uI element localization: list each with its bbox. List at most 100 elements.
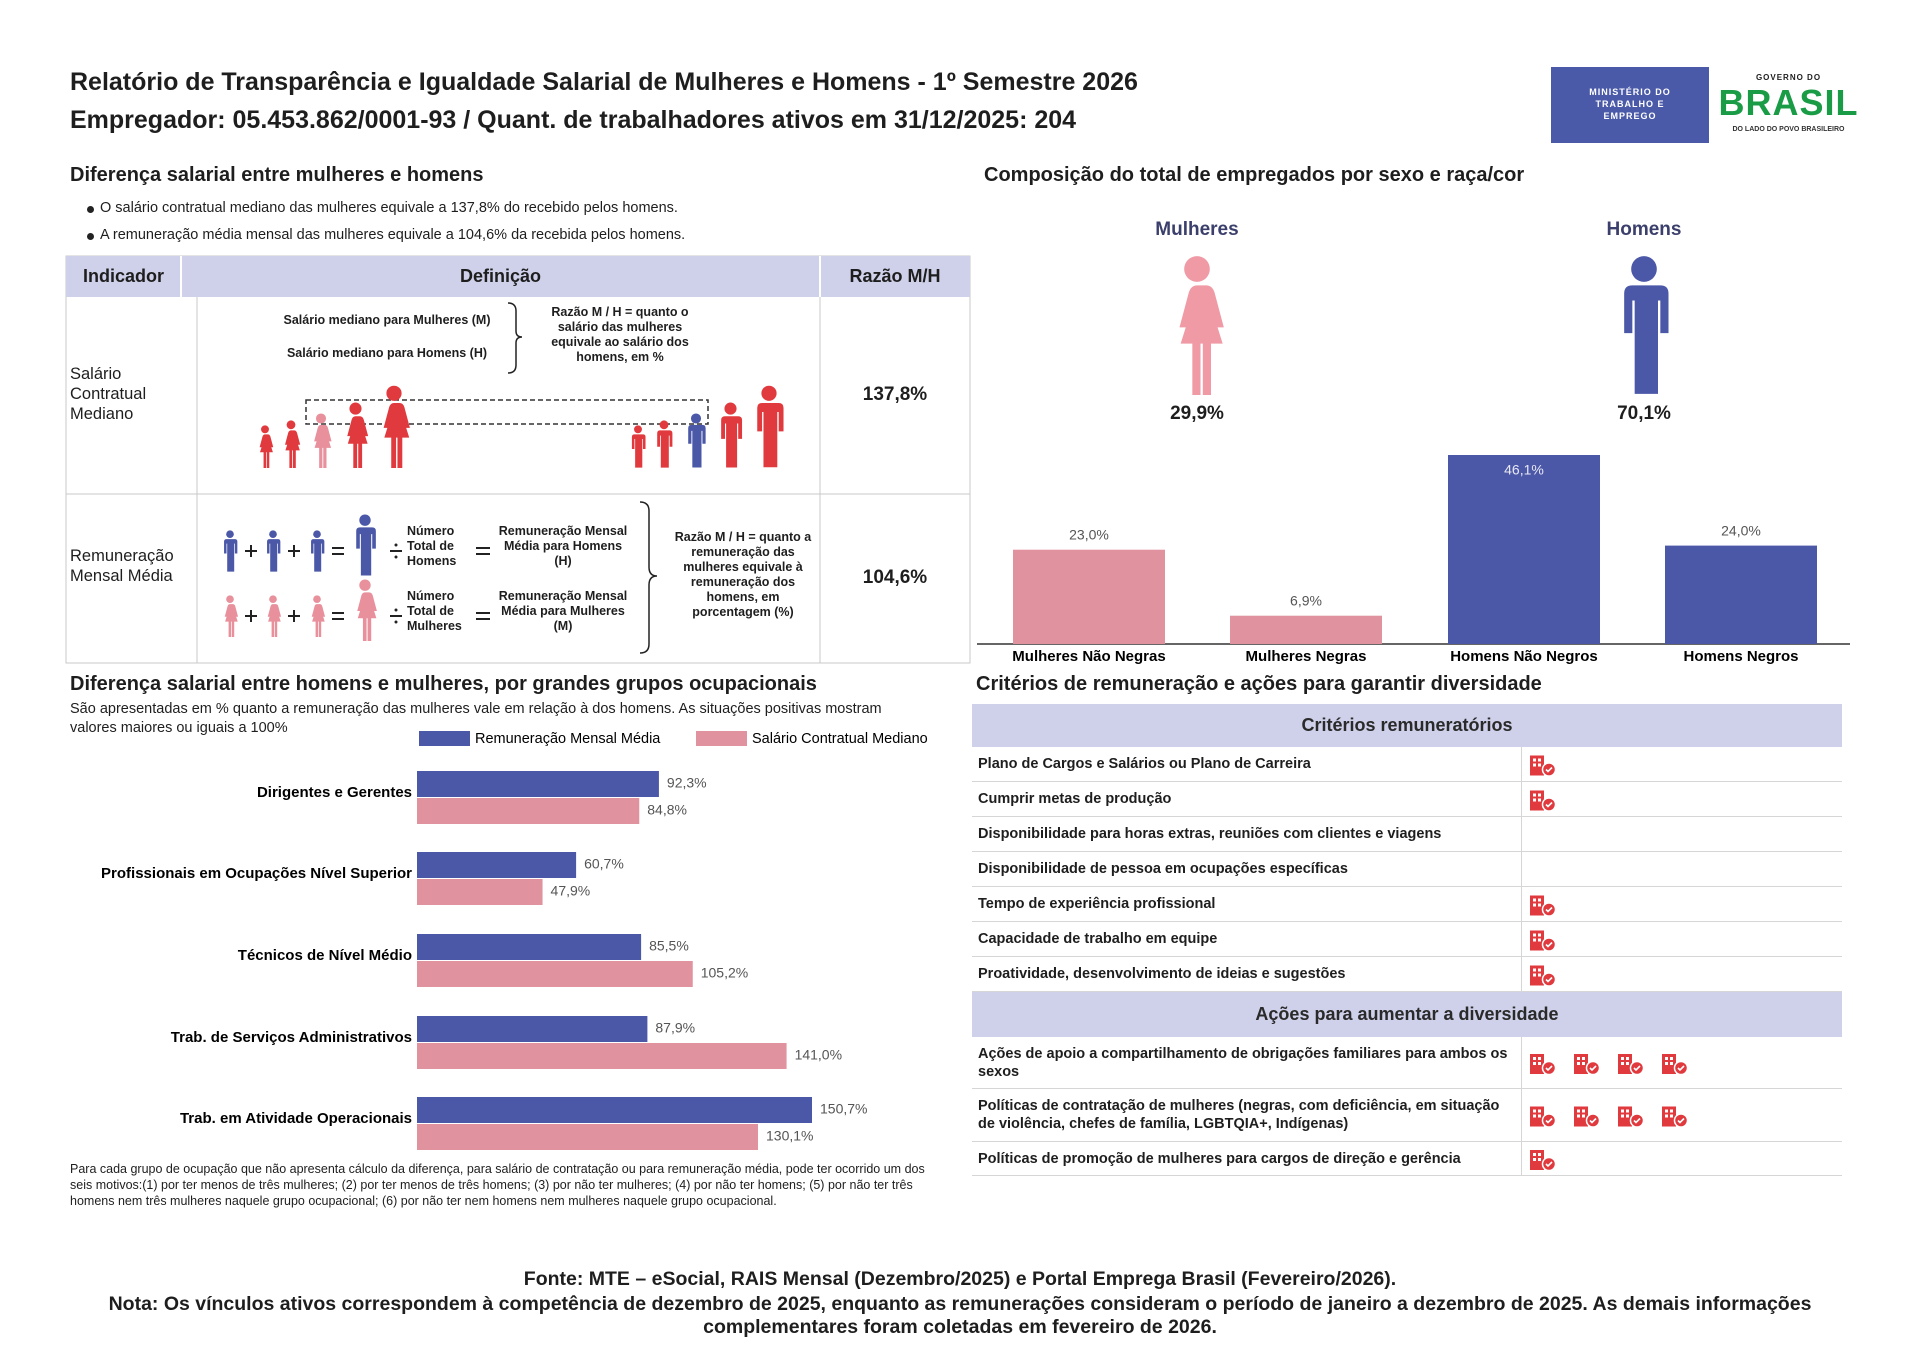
check-icon xyxy=(1530,895,1557,917)
row-label: Capacidade de trabalho em equipe xyxy=(978,931,1218,947)
table-row: Proatividade, desenvolvimento de ideias … xyxy=(972,957,1842,992)
icon-check xyxy=(1589,1117,1597,1124)
row-label: Disponibilidade para horas extras, reuni… xyxy=(978,826,1442,842)
value-label: 60,7% xyxy=(584,856,624,872)
check-icon xyxy=(1574,1054,1601,1076)
row-label: Ações de apoio a compartilhamento de obr… xyxy=(978,1045,1508,1080)
check-icon xyxy=(1618,1054,1645,1076)
category-label: Mulheres Negras xyxy=(1246,648,1367,665)
icon-cell xyxy=(1521,957,1843,991)
definition-label: Salário mediano para Homens (H) xyxy=(286,346,488,360)
group-share: 29,9% xyxy=(1170,403,1224,424)
table-row: Políticas de promoção de mulheres para c… xyxy=(972,1142,1842,1176)
check-icon xyxy=(1530,755,1557,777)
icon-building xyxy=(1530,1150,1544,1170)
bar xyxy=(1230,615,1382,644)
table-row: Plano de Cargos e Salários ou Plano de C… xyxy=(972,747,1842,782)
bar xyxy=(417,1016,648,1042)
section-title: Composição do total de empregados por se… xyxy=(984,164,1525,186)
table-row: Políticas de contratação de mulheres (ne… xyxy=(972,1089,1842,1142)
category-label: Dirigentes e Gerentes xyxy=(257,784,412,801)
bar xyxy=(417,1097,812,1123)
icon-group xyxy=(1530,1106,1689,1128)
icon-check xyxy=(1545,1065,1553,1072)
bar xyxy=(1448,455,1600,644)
value-label: 130,1% xyxy=(766,1128,813,1144)
section-title: Critérios de remuneração e ações para ga… xyxy=(976,673,1542,695)
icon-building xyxy=(1618,1106,1632,1127)
icon-check xyxy=(1545,1161,1553,1168)
icon-check xyxy=(1589,1065,1597,1072)
check-icon xyxy=(1530,930,1557,952)
row-label: Políticas de promoção de mulheres para c… xyxy=(978,1150,1461,1167)
footer-note: Nota: Os vínculos ativos correspondem à … xyxy=(108,1293,1812,1338)
icon-check xyxy=(1677,1117,1685,1124)
icon-building xyxy=(1574,1054,1588,1074)
category-label: Trab. de Serviços Administrativos xyxy=(171,1029,412,1046)
icon-cell xyxy=(1521,1089,1843,1141)
icon-building xyxy=(1574,1106,1588,1127)
ratio: 104,6% xyxy=(862,567,928,588)
icon-group xyxy=(1530,755,1557,777)
table-header: Indicador xyxy=(82,266,164,286)
definition-label: Número Total de Mulheres xyxy=(407,589,462,633)
group-name: Mulheres xyxy=(1155,219,1239,240)
value-label: 150,7% xyxy=(820,1101,867,1117)
table-header: Razão M/H xyxy=(849,266,941,286)
footer-source: Fonte: MTE – eSocial, RAIS Mensal (Dezem… xyxy=(523,1268,1397,1290)
table-row: Ações de apoio a compartilhamento de obr… xyxy=(972,1037,1842,1089)
icon-check xyxy=(1545,801,1553,808)
check-icon xyxy=(1530,1150,1557,1172)
check-icon xyxy=(1530,1106,1557,1128)
value-label: 92,3% xyxy=(667,775,707,791)
icon-cell xyxy=(1521,922,1843,956)
icon-group xyxy=(1526,817,1726,852)
bar xyxy=(1013,549,1165,644)
bullet: A remuneração média mensal das mulheres … xyxy=(86,227,686,243)
category-label: Mulheres Não Negras xyxy=(1012,648,1165,665)
icon-group xyxy=(1530,965,1557,987)
icon-cell xyxy=(1521,1037,1843,1088)
value-label: 87,9% xyxy=(655,1020,695,1036)
definition-label: Remuneração Mensal Média para Mulheres (… xyxy=(498,589,628,633)
check-icon xyxy=(1618,1106,1645,1128)
report-title: Relatório de Transparência e Igualdade S… xyxy=(70,68,1138,96)
definition-label: Número Total de Homens xyxy=(407,524,457,568)
icon-building xyxy=(1530,755,1544,776)
icon-group xyxy=(1530,1150,1557,1172)
table-row: Disponibilidade de pessoa em ocupações e… xyxy=(972,852,1842,887)
group-name: Homens xyxy=(1606,219,1682,240)
definition-explanation: Razão M / H = quanto a remuneração das m… xyxy=(674,530,812,619)
icon-building xyxy=(1530,965,1544,986)
icon-cell xyxy=(1521,887,1843,921)
row-label: Proatividade, desenvolvimento de ideias … xyxy=(978,966,1346,982)
gov-logo-top: GOVERNO DO xyxy=(1755,73,1822,82)
women-figure xyxy=(1179,256,1224,395)
check-icon xyxy=(1530,1054,1557,1076)
icon-building xyxy=(1530,930,1544,951)
legend-label: Remuneração Mensal Média xyxy=(475,731,661,747)
value-label: 23,0% xyxy=(1069,526,1109,542)
legend-swatch xyxy=(419,731,470,746)
icon-building xyxy=(1530,895,1544,916)
table-row: Capacidade de trabalho em equipe xyxy=(972,922,1842,957)
icon-building xyxy=(1618,1054,1632,1074)
ministry-logo-bg xyxy=(1551,67,1709,143)
section-title: Diferença salarial entre mulheres e home… xyxy=(70,164,484,186)
legend-label: Salário Contratual Mediano xyxy=(752,731,928,747)
bar xyxy=(417,934,642,960)
icon-check xyxy=(1545,976,1553,983)
icon-group xyxy=(1530,930,1557,952)
icon-building xyxy=(1530,1054,1544,1074)
definition-label: Remuneração Mensal Média para Homens (H) xyxy=(498,524,628,568)
legend-swatch xyxy=(696,731,747,746)
icon-cell xyxy=(1521,1142,1843,1175)
value-label: 141,0% xyxy=(795,1047,842,1063)
icon-group xyxy=(1530,1054,1689,1076)
ministry-logo: MINISTÉRIO DO TRABALHO E EMPREGO xyxy=(1589,87,1671,121)
median-illustration xyxy=(259,302,784,468)
icon-check xyxy=(1545,906,1553,913)
category-label: Homens Negros xyxy=(1683,648,1798,665)
